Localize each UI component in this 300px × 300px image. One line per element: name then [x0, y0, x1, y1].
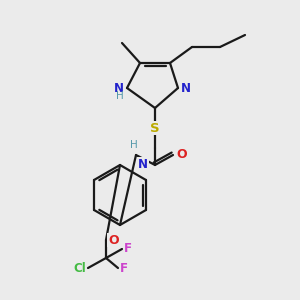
Text: N: N — [181, 82, 191, 94]
Text: H: H — [130, 140, 138, 150]
Text: O: O — [176, 148, 187, 160]
Text: Cl: Cl — [73, 262, 86, 275]
Text: O: O — [108, 233, 119, 247]
Text: F: F — [124, 242, 132, 254]
Text: N: N — [138, 158, 148, 171]
Text: F: F — [120, 262, 128, 275]
Text: N: N — [114, 82, 124, 94]
Text: S: S — [150, 122, 160, 134]
Text: H: H — [116, 91, 124, 101]
